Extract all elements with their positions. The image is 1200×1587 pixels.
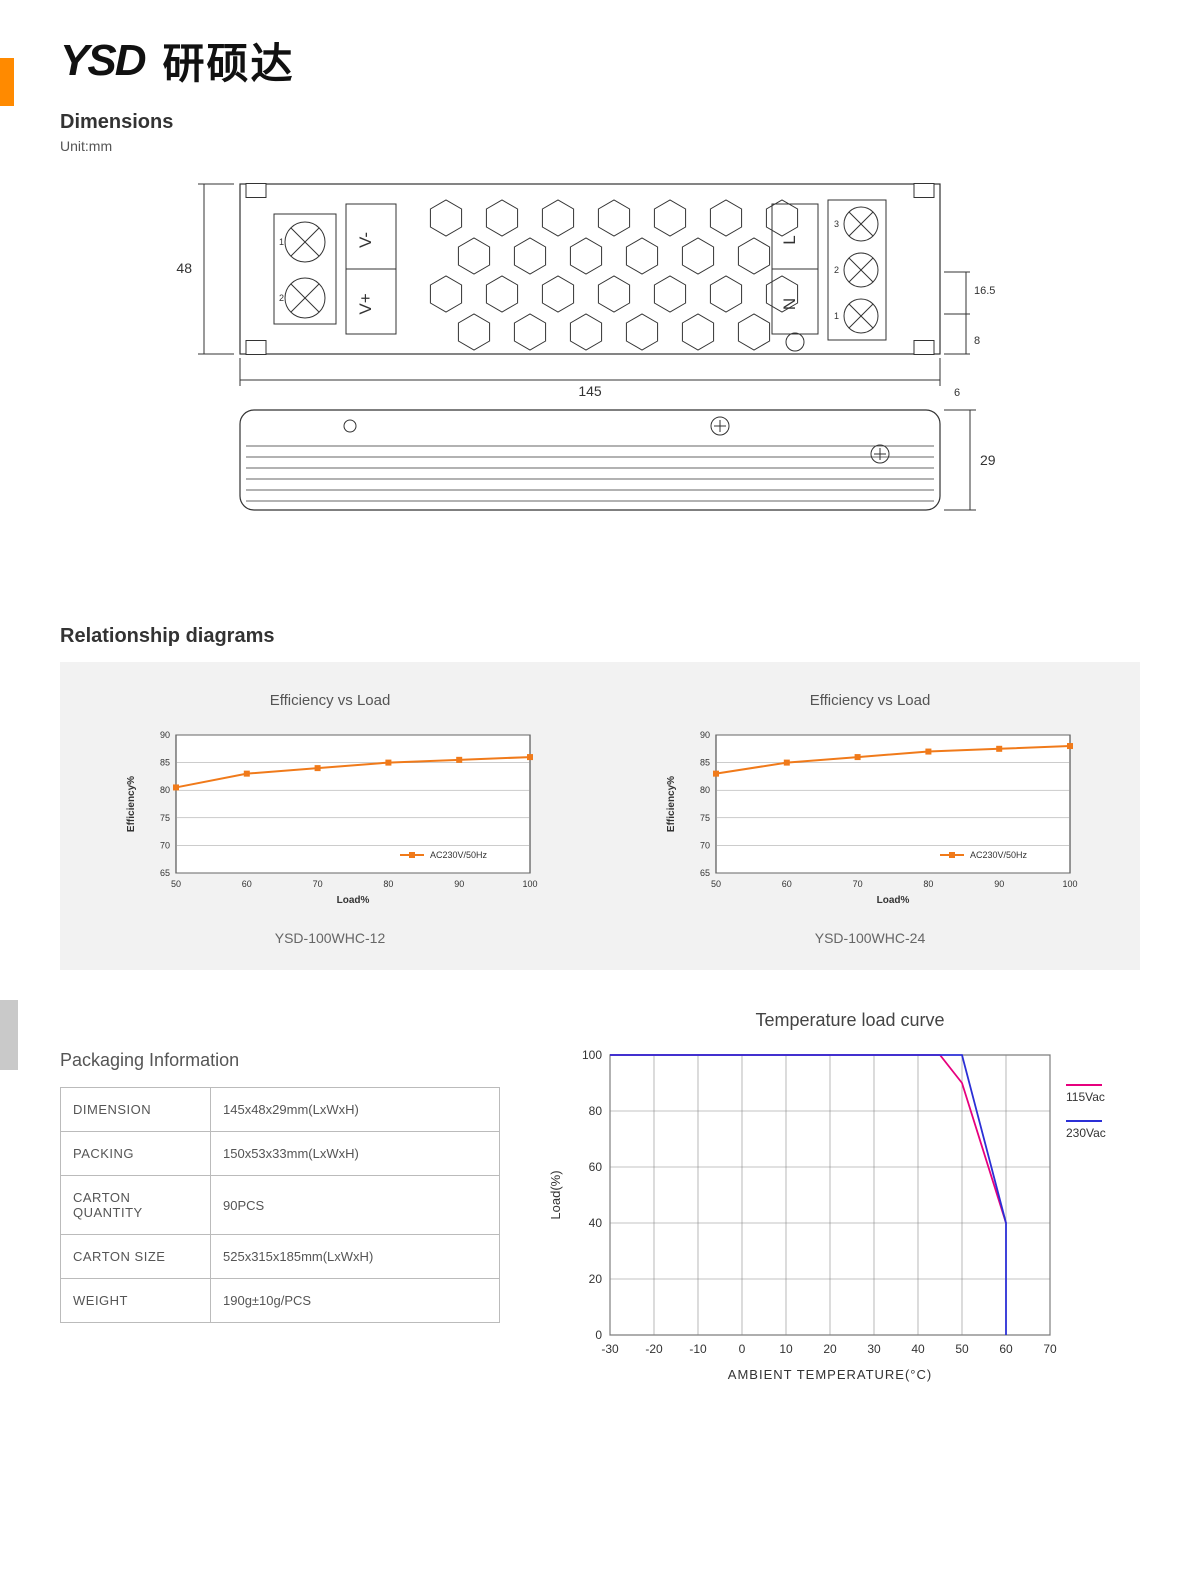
svg-text:8: 8 — [974, 335, 980, 347]
svg-text:100: 100 — [582, 1048, 602, 1062]
temperature-title: Temperature load curve — [540, 1010, 1160, 1031]
dimensions-unit: Unit:mm — [60, 138, 1140, 154]
table-row: WEIGHT190g±10g/PCS — [61, 1279, 500, 1323]
svg-text:V-: V- — [356, 232, 375, 248]
svg-text:65: 65 — [700, 868, 710, 878]
svg-text:29: 29 — [980, 452, 996, 468]
svg-text:Efficiency%: Efficiency% — [666, 776, 677, 832]
svg-text:Load%: Load% — [337, 895, 370, 906]
dimensions-section: Dimensions Unit:mm 1 2 V- V+ L N 3 2 1 48 145 16.5 8… — [60, 111, 1140, 599]
svg-text:115Vac: 115Vac — [1066, 1090, 1105, 1104]
svg-text:80: 80 — [383, 879, 393, 889]
side-tab — [0, 1000, 18, 1070]
svg-text:80: 80 — [700, 785, 710, 795]
svg-text:50: 50 — [171, 879, 181, 889]
relationship-title: Relationship diagrams — [60, 625, 1140, 648]
chart-2-title: Efficiency vs Load — [620, 692, 1120, 709]
temperature-svg: -30 -20 -10 0 10 20 30 40 50 60 70 0 20 40 60 80 100 AMBI… — [540, 1045, 1160, 1385]
svg-text:90: 90 — [700, 730, 710, 740]
svg-text:N: N — [780, 298, 799, 310]
svg-text:48: 48 — [176, 260, 192, 276]
chart-1-footer: YSD-100WHC-12 — [80, 930, 580, 946]
svg-text:70: 70 — [853, 879, 863, 889]
svg-text:70: 70 — [700, 840, 710, 850]
svg-text:60: 60 — [242, 879, 252, 889]
svg-text:-20: -20 — [645, 1342, 663, 1356]
svg-text:Load%: Load% — [877, 895, 910, 906]
svg-text:75: 75 — [160, 813, 170, 823]
svg-text:6: 6 — [954, 387, 960, 399]
svg-text:0: 0 — [595, 1328, 602, 1342]
svg-text:100: 100 — [1062, 879, 1077, 889]
svg-text:L: L — [780, 235, 799, 244]
svg-text:60: 60 — [999, 1342, 1013, 1356]
svg-text:2: 2 — [834, 265, 839, 275]
svg-text:AMBIENT TEMPERATURE(°C): AMBIENT TEMPERATURE(°C) — [728, 1367, 932, 1382]
bottom-row: Packaging Information DIMENSION145x48x29… — [60, 1010, 1140, 1390]
svg-text:10: 10 — [779, 1342, 793, 1356]
svg-text:90: 90 — [160, 730, 170, 740]
dimension-diagram: 1 2 V- V+ L N 3 2 1 48 145 16.5 8 6 29 — [60, 174, 1140, 599]
svg-text:1: 1 — [834, 311, 839, 321]
svg-text:100: 100 — [522, 879, 537, 889]
chart-2-col: Efficiency vs Load 65 70 75 80 85 90 50 60 70 80 9… — [620, 692, 1120, 946]
svg-text:20: 20 — [823, 1342, 837, 1356]
svg-text:AC230V/50Hz: AC230V/50Hz — [970, 850, 1028, 860]
svg-text:145: 145 — [578, 383, 602, 399]
svg-text:65: 65 — [160, 868, 170, 878]
svg-text:AC230V/50Hz: AC230V/50Hz — [430, 850, 488, 860]
svg-text:Load(%): Load(%) — [548, 1170, 563, 1219]
accent-bar — [0, 58, 14, 106]
logo-cn: 研硕达 — [162, 30, 294, 91]
svg-text:70: 70 — [313, 879, 323, 889]
svg-text:1: 1 — [279, 237, 284, 247]
dimensions-svg: 1 2 V- V+ L N 3 2 1 48 145 16.5 8 6 29 — [150, 174, 1050, 594]
table-row: CARTON QUANTITY90PCS — [61, 1176, 500, 1235]
chart-1-title: Efficiency vs Load — [80, 692, 580, 709]
dimensions-title: Dimensions — [60, 111, 1140, 134]
svg-text:-30: -30 — [601, 1342, 619, 1356]
svg-text:-10: -10 — [689, 1342, 707, 1356]
svg-text:60: 60 — [782, 879, 792, 889]
svg-text:50: 50 — [955, 1342, 969, 1356]
logo-text: YSD — [60, 36, 144, 86]
header: YSD 研硕达 — [60, 30, 1140, 91]
svg-text:75: 75 — [700, 813, 710, 823]
svg-text:50: 50 — [711, 879, 721, 889]
table-row: DIMENSION145x48x29mm(LxWxH) — [61, 1088, 500, 1132]
temperature-col: Temperature load curve -30 -20 -10 0 10 20 30 4… — [540, 1010, 1160, 1390]
relationship-panel: Efficiency vs Load 65 70 75 80 85 90 50 60 70 80 9… — [60, 662, 1140, 970]
svg-text:230Vac: 230Vac — [1066, 1126, 1106, 1140]
svg-text:16.5: 16.5 — [974, 285, 995, 297]
svg-text:V+: V+ — [356, 293, 375, 314]
svg-text:20: 20 — [589, 1272, 603, 1286]
svg-text:80: 80 — [923, 879, 933, 889]
svg-text:80: 80 — [589, 1104, 603, 1118]
table-row: PACKING150x53x33mm(LxWxH) — [61, 1132, 500, 1176]
svg-text:30: 30 — [867, 1342, 881, 1356]
svg-text:2: 2 — [279, 293, 284, 303]
svg-text:0: 0 — [739, 1342, 746, 1356]
svg-text:85: 85 — [160, 758, 170, 768]
relationship-section: Relationship diagrams Efficiency vs Load… — [60, 625, 1140, 970]
packaging-title: Packaging Information — [60, 1050, 500, 1071]
svg-text:3: 3 — [834, 219, 839, 229]
table-row: CARTON SIZE525x315x185mm(LxWxH) — [61, 1235, 500, 1279]
svg-text:85: 85 — [700, 758, 710, 768]
svg-text:70: 70 — [1043, 1342, 1057, 1356]
svg-text:40: 40 — [911, 1342, 925, 1356]
chart-2-footer: YSD-100WHC-24 — [620, 930, 1120, 946]
svg-text:90: 90 — [994, 879, 1004, 889]
packaging-col: Packaging Information DIMENSION145x48x29… — [60, 1010, 500, 1323]
svg-text:60: 60 — [589, 1160, 603, 1174]
svg-text:70: 70 — [160, 840, 170, 850]
chart-1-svg: 65 70 75 80 85 90 50 60 70 80 90 100 Load% Efficiency… — [120, 727, 540, 907]
svg-text:Efficiency%: Efficiency% — [126, 776, 137, 832]
chart-1-col: Efficiency vs Load 65 70 75 80 85 90 50 60 70 80 9… — [80, 692, 580, 946]
packaging-table: DIMENSION145x48x29mm(LxWxH)PACKING150x53… — [60, 1087, 500, 1323]
svg-text:80: 80 — [160, 785, 170, 795]
svg-text:40: 40 — [589, 1216, 603, 1230]
chart-2-svg: 65 70 75 80 85 90 50 60 70 80 90 100 Load% Efficiency… — [660, 727, 1080, 907]
svg-text:90: 90 — [454, 879, 464, 889]
